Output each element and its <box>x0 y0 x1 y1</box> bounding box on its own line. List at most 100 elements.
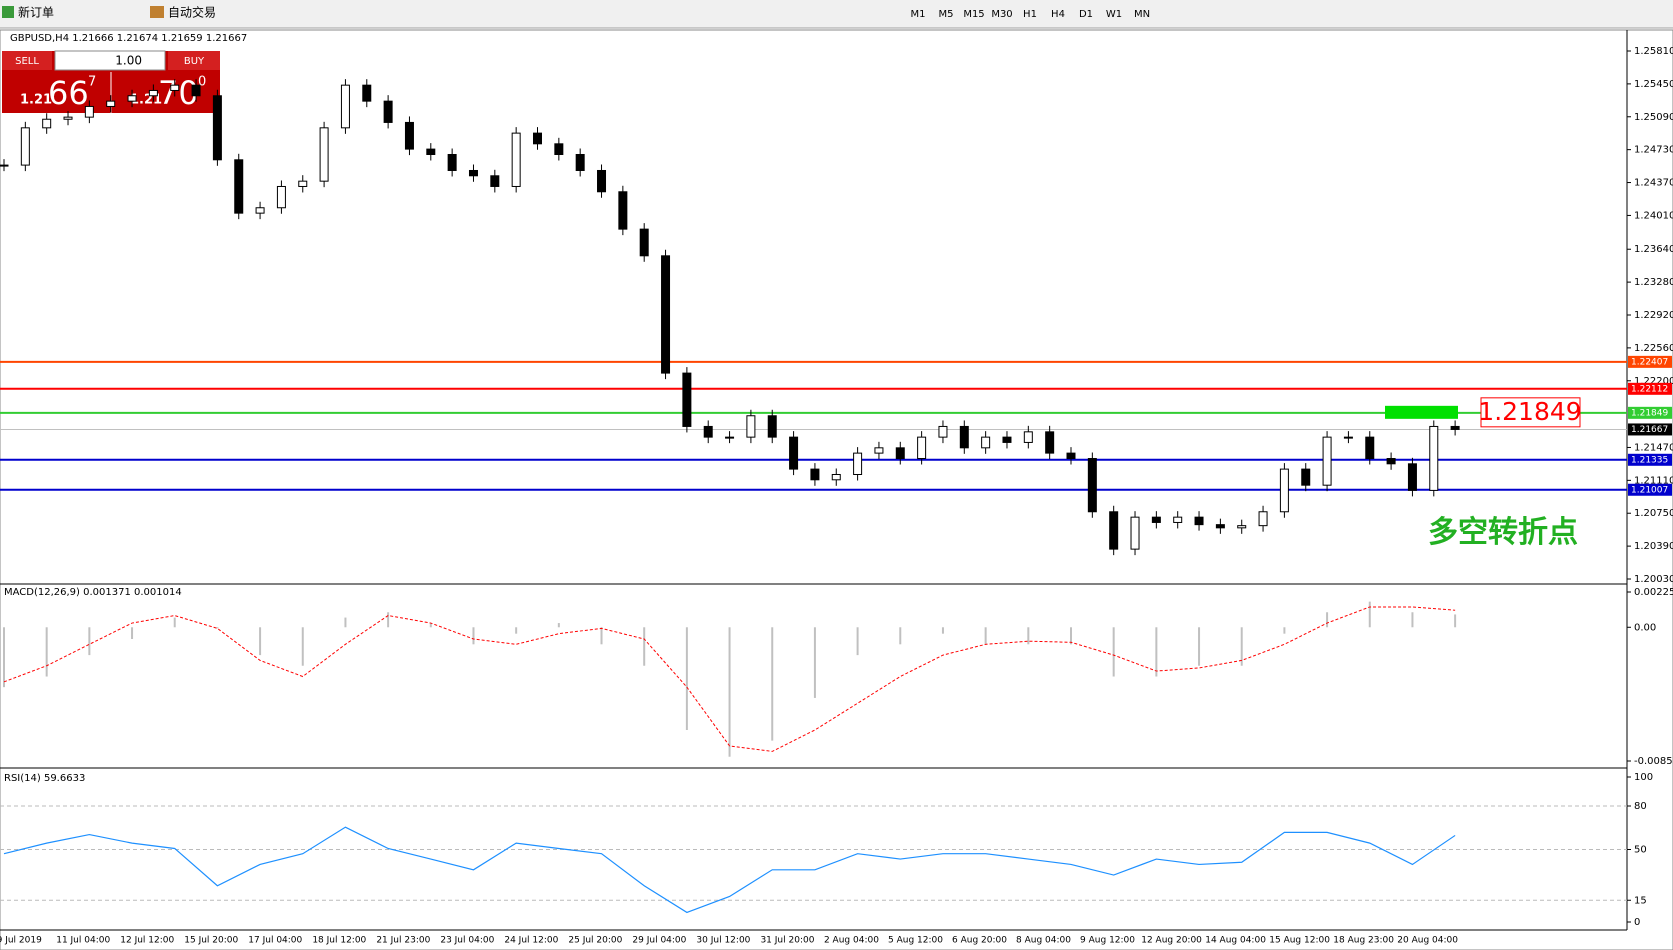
y-tick-label: 15 <box>1634 895 1647 906</box>
timeframe-button[interactable]: H4 <box>1051 9 1065 20</box>
candle <box>1450 425 1460 430</box>
candle <box>170 84 180 91</box>
candle <box>810 468 820 481</box>
new-order-icon[interactable] <box>2 6 14 18</box>
candle <box>618 191 628 230</box>
macd-bar <box>216 627 219 629</box>
timeframe-button[interactable]: M15 <box>963 9 984 20</box>
timeframe-button[interactable]: M1 <box>911 9 926 20</box>
timeframe-button[interactable]: M30 <box>991 9 1012 20</box>
auto-trade-button[interactable]: 自动交易 <box>168 5 216 20</box>
macd-bar <box>813 627 816 698</box>
y-tick-label: 1.21470 <box>1634 442 1673 453</box>
y-tick-label: 1.24730 <box>1634 145 1673 156</box>
candle <box>148 89 158 97</box>
macd-bar <box>1155 627 1158 677</box>
rsi-title: RSI(14) 59.6633 <box>4 773 85 784</box>
x-tick-label: 6 Aug 20:00 <box>952 936 1007 946</box>
timeframe-button[interactable]: D1 <box>1079 9 1093 20</box>
y-tick-label: 0.00 <box>1634 622 1656 633</box>
sell-button[interactable] <box>2 51 52 70</box>
candle <box>938 425 948 438</box>
candle <box>319 127 329 182</box>
timeframe-button[interactable]: M5 <box>939 9 954 20</box>
callout-text: 1.21849 <box>1478 397 1581 426</box>
macd-bar <box>685 627 688 730</box>
x-tick-label: 11 Jul 04:00 <box>56 936 110 946</box>
macd-bar <box>88 627 91 656</box>
timeframe-button[interactable]: W1 <box>1106 9 1122 20</box>
x-tick-label: 25 Jul 20:00 <box>568 936 622 946</box>
price-label: 1.22407 <box>1631 357 1668 367</box>
x-tick-label: 18 Jul 12:00 <box>312 936 366 946</box>
rsi-line <box>3 826 1456 914</box>
candle <box>767 415 777 438</box>
x-tick-label: 15 Jul 20:00 <box>184 936 238 946</box>
y-tick-label: -0.008553 <box>1634 756 1673 767</box>
y-tick-label: 1.24370 <box>1634 178 1673 189</box>
price-label-bg <box>1628 483 1672 496</box>
y-tick-label: 1.20750 <box>1634 508 1673 519</box>
macd-bar <box>899 627 902 645</box>
bid-big: 1.21 <box>20 93 52 108</box>
y-tick-label: 1.20030 <box>1634 574 1673 585</box>
x-tick-label: 12 Jul 12:00 <box>120 936 174 946</box>
candle <box>255 207 265 214</box>
candle <box>959 425 969 449</box>
timeframe-button[interactable]: H1 <box>1023 9 1037 20</box>
macd-title: MACD(12,26,9) 0.001371 0.001014 <box>4 587 182 598</box>
candle <box>84 105 94 118</box>
candle <box>1258 511 1268 527</box>
candle <box>1109 511 1119 550</box>
buy-button[interactable] <box>168 51 220 70</box>
candle <box>404 121 414 150</box>
macd-bar <box>1283 627 1286 634</box>
y-tick-label: 1.24010 <box>1634 210 1673 221</box>
candle <box>0 164 9 167</box>
lots-value[interactable]: 1.00 <box>115 54 142 68</box>
x-tick-label: 31 Jul 20:00 <box>760 936 814 946</box>
x-tick-label: 8 Aug 04:00 <box>1016 936 1071 946</box>
x-tick-label: 5 Aug 12:00 <box>888 936 943 946</box>
candle <box>1023 431 1033 443</box>
timeframe-button[interactable]: MN <box>1134 9 1150 20</box>
candle <box>703 425 713 438</box>
candle <box>511 132 521 187</box>
y-tick-label: 80 <box>1634 801 1647 812</box>
candle <box>42 118 52 129</box>
candle <box>1130 516 1140 550</box>
candle <box>1365 436 1375 460</box>
buy-label[interactable]: BUY <box>184 56 205 67</box>
new-order-button[interactable]: 新订单 <box>18 5 54 20</box>
lots-input[interactable] <box>54 50 166 71</box>
macd-bar <box>131 627 134 639</box>
y-tick-label: 0.002256 <box>1634 587 1673 598</box>
x-tick-label: 14 Aug 04:00 <box>1205 936 1266 946</box>
y-tick-label: 1.23280 <box>1634 277 1673 288</box>
macd-bar <box>344 617 347 628</box>
candle <box>362 84 372 102</box>
candle <box>340 84 350 129</box>
macd-bar <box>1368 601 1371 628</box>
candle <box>746 415 756 438</box>
candle <box>575 153 585 171</box>
macd-bar <box>301 627 304 666</box>
x-tick-label: 12 Aug 20:00 <box>1141 936 1202 946</box>
candle <box>789 436 799 470</box>
sell-label[interactable]: SELL <box>15 56 39 67</box>
candle <box>1045 431 1055 454</box>
candle <box>127 95 137 102</box>
auto-trade-icon[interactable] <box>150 6 164 18</box>
candle <box>874 447 884 454</box>
price-label: 1.21335 <box>1631 455 1668 465</box>
y-tick-label: 1.25090 <box>1634 112 1673 123</box>
candle <box>20 127 30 166</box>
x-tick-label: 20 Aug 04:00 <box>1397 936 1458 946</box>
x-tick-label: 9 Jul 2019 <box>0 936 42 946</box>
macd-bar <box>557 623 560 628</box>
chart-title: GBPUSD,H4 1.21666 1.21674 1.21659 1.2166… <box>10 33 247 44</box>
candle <box>1066 452 1076 460</box>
x-tick-label: 18 Aug 23:00 <box>1333 936 1394 946</box>
